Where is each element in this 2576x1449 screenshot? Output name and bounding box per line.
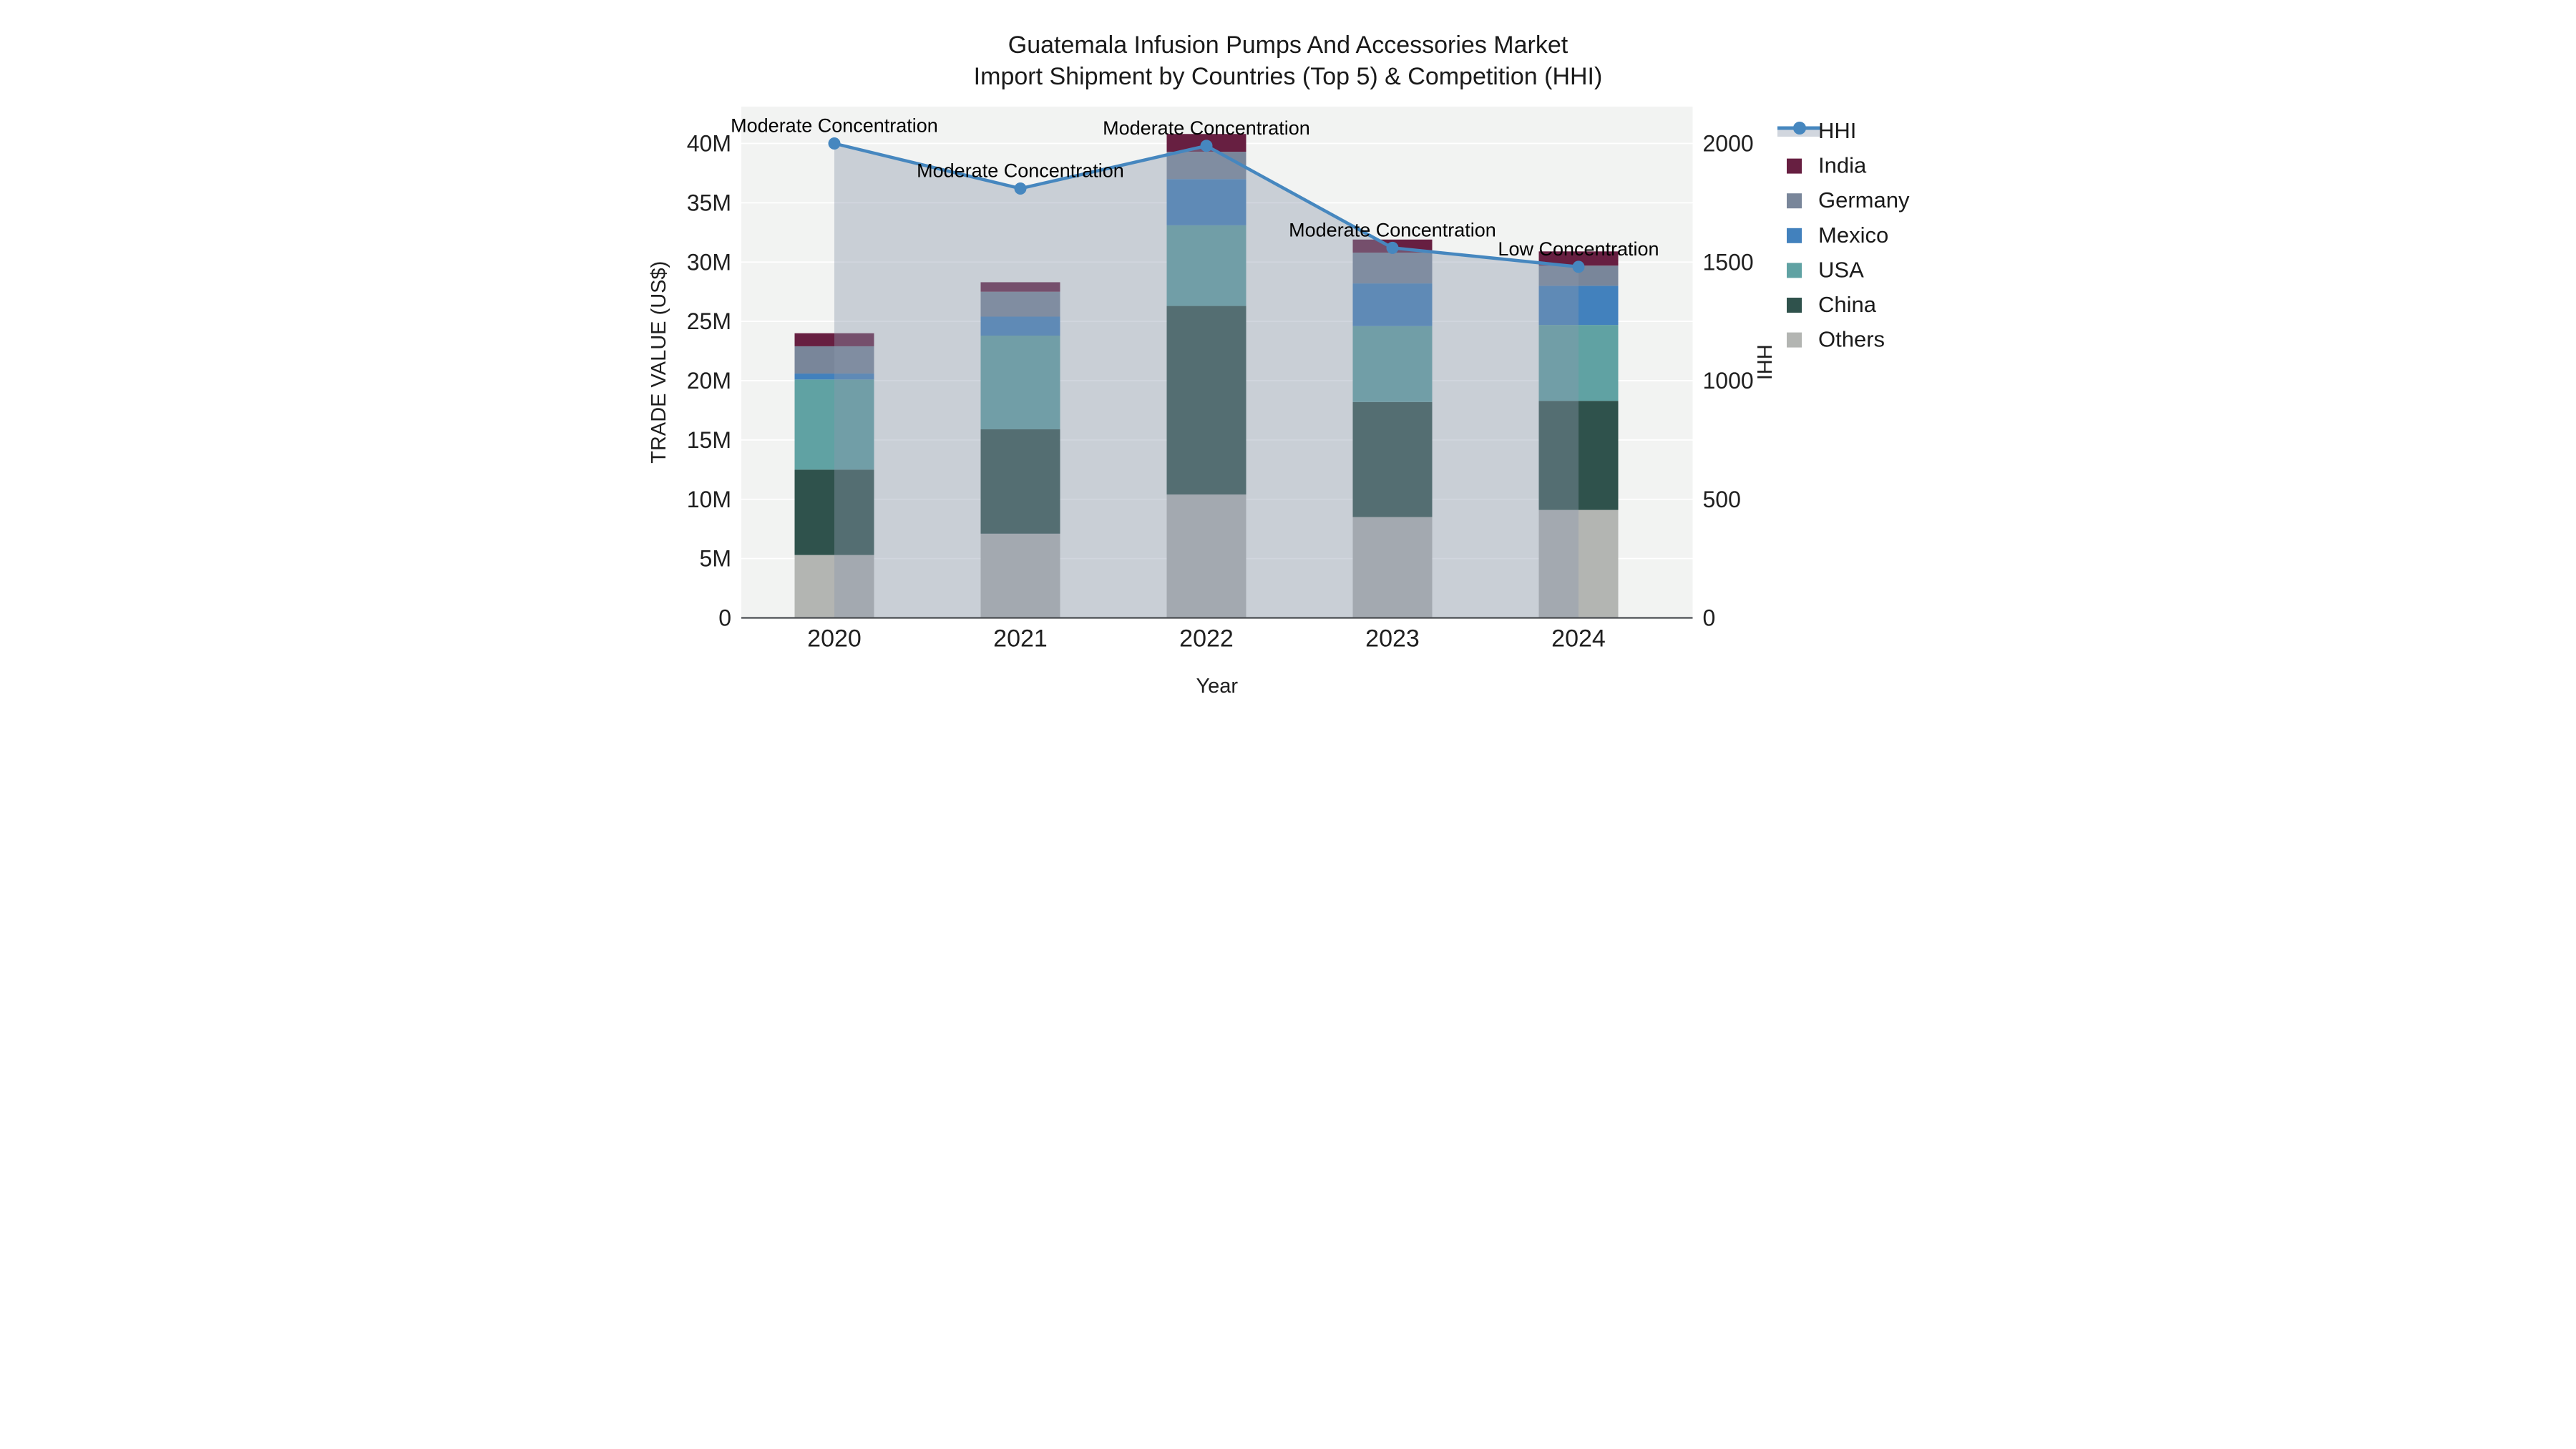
chart-subtitle: Import Shipment by Countries (Top 5) & C…: [974, 63, 1603, 90]
bar-segment-china-2020[interactable]: [794, 469, 874, 555]
legend-item-others[interactable]: Others: [1787, 327, 1885, 352]
legend-label-india: India: [1818, 153, 1867, 178]
annotation-2024: Low Concentration: [1498, 238, 1659, 260]
x-tick-2024: 2024: [1551, 625, 1606, 653]
y-left-tick-30M: 30M: [687, 249, 731, 275]
legend-item-usa[interactable]: USA: [1787, 257, 1864, 282]
y-right-tick-2000: 2000: [1703, 131, 1754, 157]
bar-segment-china-2023[interactable]: [1352, 401, 1433, 517]
bar-segment-others-2024[interactable]: [1538, 509, 1619, 618]
bar-segment-india-2021[interactable]: [980, 282, 1060, 292]
y-right-tick-1500: 1500: [1703, 249, 1754, 275]
legend-item-china[interactable]: China: [1787, 292, 1877, 317]
bar-segment-germany-2020[interactable]: [794, 346, 874, 374]
legend-label-others: Others: [1818, 327, 1885, 352]
legend-swatch-germany: [1787, 193, 1802, 209]
y-left-tick-15M: 15M: [687, 427, 731, 453]
y-right-tick-0: 0: [1703, 605, 1716, 631]
legend-swatch-usa: [1787, 263, 1802, 278]
y-left-tick-5M: 5M: [700, 546, 731, 572]
bar-segment-usa-2020[interactable]: [794, 379, 874, 470]
bar-segment-mexico-2023[interactable]: [1352, 283, 1433, 326]
x-tick-2021: 2021: [993, 625, 1048, 653]
hhi-marker-2020[interactable]: [828, 137, 841, 150]
hhi-marker-2024[interactable]: [1572, 260, 1585, 273]
x-axis-title: Year: [1196, 675, 1238, 698]
y-left-tick-40M: 40M: [687, 131, 731, 157]
bar-segment-china-2022[interactable]: [1166, 306, 1246, 495]
bar-segment-usa-2021[interactable]: [980, 336, 1060, 429]
x-tick-2020: 2020: [807, 625, 862, 653]
bar-segment-india-2020[interactable]: [794, 333, 874, 346]
y-left-tick-35M: 35M: [687, 190, 731, 215]
legend-swatch-others: [1787, 332, 1802, 348]
bar-segment-mexico-2020[interactable]: [794, 374, 874, 380]
x-tick-2022: 2022: [1179, 625, 1234, 653]
y-left-tick-10M: 10M: [687, 487, 731, 512]
legend-label-hhi: HHI: [1818, 118, 1856, 143]
legend-swatch-india: [1787, 158, 1802, 174]
bar-segment-others-2023[interactable]: [1352, 517, 1433, 618]
bar-segment-usa-2022[interactable]: [1166, 225, 1246, 306]
y-left-tick-20M: 20M: [687, 368, 731, 394]
bar-segment-china-2024[interactable]: [1538, 401, 1619, 510]
annotation-2021: Moderate Concentration: [917, 160, 1124, 181]
bar-segment-germany-2022[interactable]: [1166, 152, 1246, 180]
y-right-tick-500: 500: [1703, 487, 1741, 512]
bar-segment-mexico-2024[interactable]: [1538, 286, 1619, 326]
bar-segment-mexico-2021[interactable]: [980, 316, 1060, 336]
y-axis-title-left: TRADE VALUE (US$): [648, 261, 670, 464]
legend-hhi-marker: [1793, 122, 1806, 135]
legend-label-usa: USA: [1818, 257, 1864, 282]
legend-label-germany: Germany: [1818, 187, 1910, 213]
legend-swatch-mexico: [1787, 228, 1802, 243]
bar-segment-usa-2024[interactable]: [1538, 325, 1619, 401]
bar-segment-india-2024[interactable]: [1538, 251, 1619, 266]
legend-item-germany[interactable]: Germany: [1787, 187, 1910, 213]
bar-segment-china-2021[interactable]: [980, 429, 1060, 534]
annotation-2022: Moderate Concentration: [1103, 117, 1310, 139]
y-left-tick-25M: 25M: [687, 308, 731, 334]
hhi-marker-2021[interactable]: [1014, 182, 1027, 195]
bar-segment-mexico-2022[interactable]: [1166, 179, 1246, 225]
bar-segment-others-2020[interactable]: [794, 555, 874, 618]
bar-segment-germany-2023[interactable]: [1352, 252, 1433, 284]
combo-chart: Moderate Concentration Moderate Concentra…: [648, 31, 1910, 698]
hhi-marker-2023[interactable]: [1386, 241, 1399, 254]
bar-segment-usa-2023[interactable]: [1352, 326, 1433, 402]
legend-item-india[interactable]: India: [1787, 153, 1867, 178]
y-right-tick-1000: 1000: [1703, 368, 1754, 394]
legend-item-mexico[interactable]: Mexico: [1787, 223, 1888, 248]
chart-container: Moderate Concentration Moderate Concentra…: [644, 0, 1932, 724]
x-tick-2023: 2023: [1365, 625, 1420, 653]
annotation-2023: Moderate Concentration: [1289, 219, 1496, 240]
legend-label-mexico: Mexico: [1818, 223, 1888, 248]
chart-title: Guatemala Infusion Pumps And Accessories…: [1008, 31, 1568, 59]
y-axis-title-right: HHI: [1752, 344, 1775, 380]
legend-item-hhi[interactable]: HHI: [1777, 118, 1856, 143]
bar-segment-germany-2021[interactable]: [980, 291, 1060, 317]
bar-segment-others-2022[interactable]: [1166, 494, 1246, 618]
legend-label-china: China: [1818, 292, 1877, 317]
hhi-marker-2022[interactable]: [1200, 140, 1213, 152]
bar-segment-others-2021[interactable]: [980, 533, 1060, 618]
legend-swatch-china: [1787, 298, 1802, 313]
hhi-area-fill: [834, 143, 1579, 618]
annotation-2020: Moderate Concentration: [731, 115, 938, 137]
y-left-tick-0: 0: [718, 605, 731, 631]
